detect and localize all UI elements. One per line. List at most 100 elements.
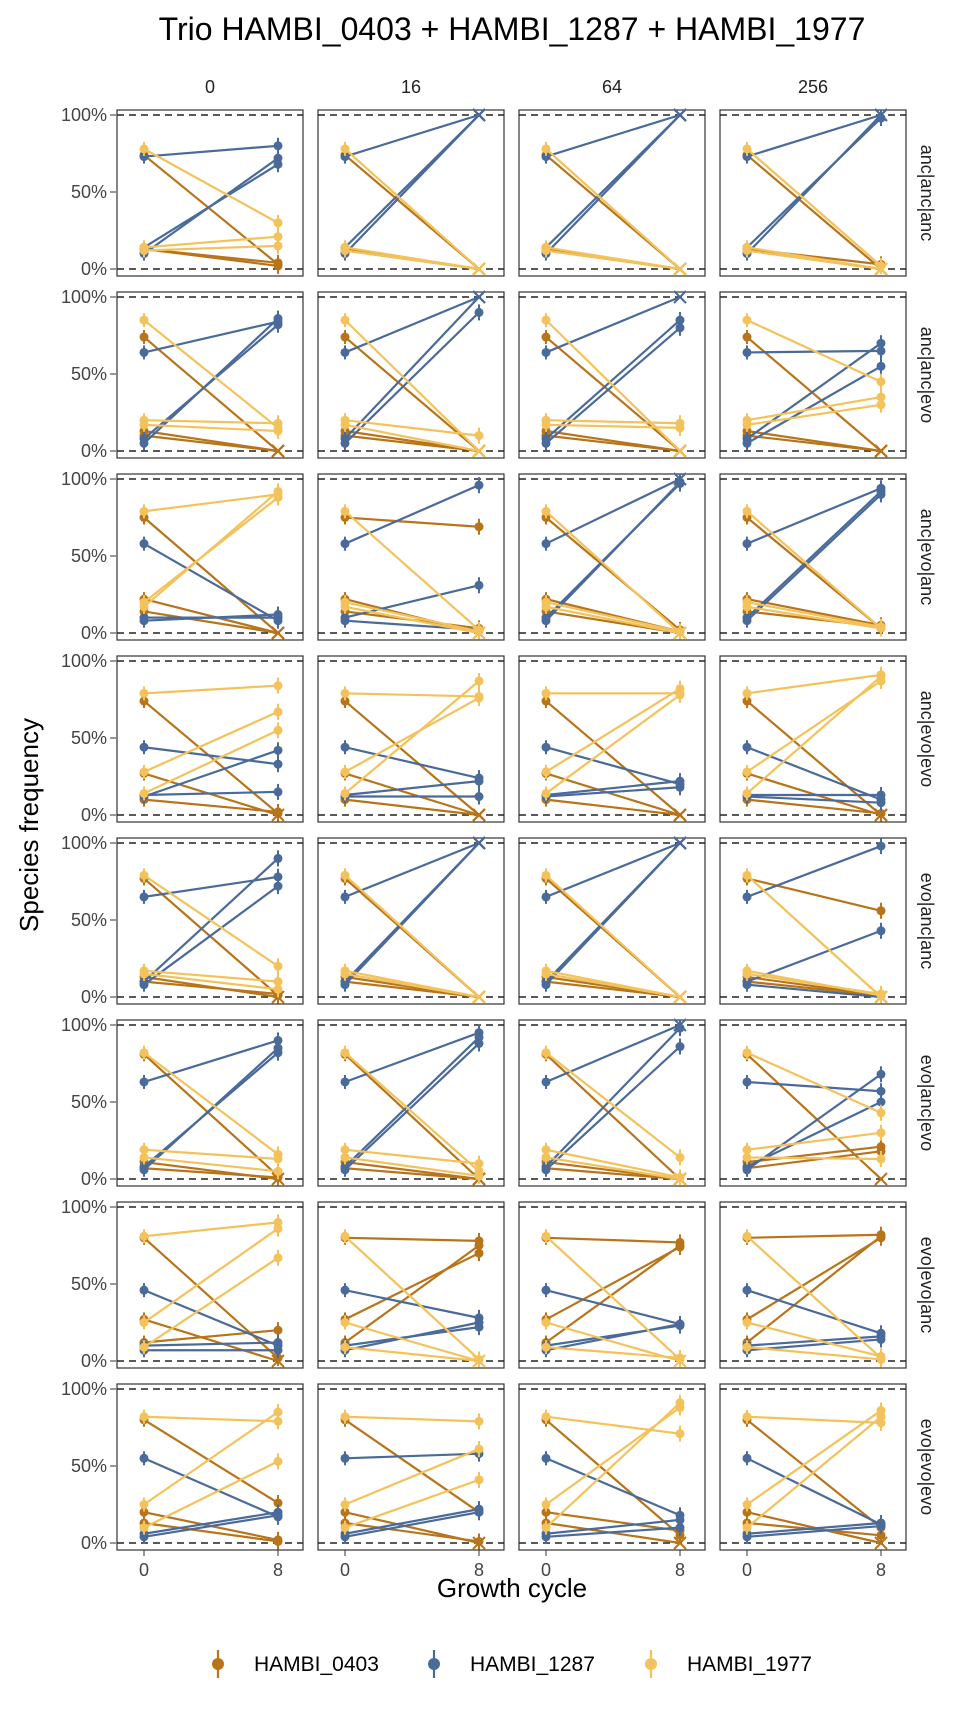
series-line <box>545 481 681 622</box>
y-tick-label: 50% <box>71 728 107 748</box>
facet-panel <box>317 290 505 459</box>
data-point <box>876 489 886 499</box>
series-line <box>143 969 279 983</box>
data-point <box>340 742 350 752</box>
data-point <box>742 602 752 612</box>
data-point <box>541 347 551 357</box>
facet-panel <box>719 473 907 641</box>
data-point <box>675 1319 685 1329</box>
data-point <box>742 1453 752 1463</box>
series-line <box>344 1508 480 1535</box>
data-point <box>742 1523 752 1533</box>
data-point <box>474 792 484 802</box>
data-point <box>742 696 752 706</box>
data-point <box>139 144 149 154</box>
data-point <box>340 767 350 777</box>
data-point <box>139 246 149 256</box>
series-line <box>344 1448 480 1506</box>
x-tick-label: 8 <box>675 1560 685 1580</box>
data-point <box>541 1412 551 1422</box>
y-tick-label: 50% <box>71 364 107 384</box>
series-line <box>545 1526 681 1538</box>
series-line <box>344 1321 480 1352</box>
data-point <box>340 1500 350 1509</box>
series-line <box>344 1235 480 1361</box>
data-point <box>742 1285 752 1295</box>
data-point <box>273 1416 283 1426</box>
series-line <box>545 1027 681 1168</box>
data-point <box>675 315 685 325</box>
series-line <box>746 1101 882 1168</box>
data-point <box>876 906 886 916</box>
data-point <box>340 347 350 357</box>
row-facet-label: anc|evo|evo <box>917 691 937 787</box>
facet-panel <box>719 1201 907 1369</box>
series-line <box>143 710 279 773</box>
series-line <box>344 1042 480 1171</box>
data-point <box>541 506 551 516</box>
data-point <box>273 426 283 436</box>
series-line <box>545 786 681 798</box>
data-point <box>675 1523 685 1533</box>
legend: HAMBI_0403 HAMBI_1287 HAMBI_1977 <box>212 1650 812 1678</box>
series-line <box>545 249 681 271</box>
data-point <box>340 788 350 798</box>
data-point <box>474 1159 484 1169</box>
legend-key-point <box>212 1658 224 1670</box>
series-line <box>143 613 279 622</box>
facet-panel <box>518 1201 706 1369</box>
series-line <box>143 1236 279 1359</box>
y-tick-label: 50% <box>71 1274 107 1294</box>
row-facet-label: anc|anc|evo <box>917 327 937 423</box>
series-line <box>746 972 882 996</box>
extinct-marker <box>673 1172 687 1186</box>
series-line <box>143 434 279 453</box>
legend-label: HAMBI_1977 <box>687 1653 812 1676</box>
data-point <box>273 725 283 735</box>
series-line <box>545 148 681 270</box>
data-point <box>876 1097 886 1107</box>
series-line <box>344 1478 480 1529</box>
series-line <box>545 510 681 634</box>
series-line <box>143 493 279 513</box>
data-point <box>139 332 149 342</box>
series-line <box>545 841 681 898</box>
y-tick-label: 0% <box>81 1351 107 1371</box>
data-point <box>139 870 149 880</box>
data-point <box>273 1407 283 1417</box>
data-point <box>541 980 551 990</box>
series-line <box>545 687 681 773</box>
series-line <box>746 1131 882 1151</box>
series-line <box>143 877 279 997</box>
data-point <box>273 241 283 251</box>
series-line <box>746 1236 882 1321</box>
facet-panel <box>518 1018 706 1187</box>
data-point <box>139 969 149 979</box>
data-point <box>139 892 149 902</box>
facet-panel <box>317 473 505 641</box>
data-point <box>273 141 283 151</box>
data-point <box>139 1152 149 1162</box>
series-line <box>143 1457 279 1518</box>
data-point <box>541 420 551 430</box>
series-line <box>545 842 681 986</box>
series-line <box>545 516 681 631</box>
extinct-marker <box>472 290 486 304</box>
data-point <box>742 892 752 902</box>
data-point <box>139 434 149 444</box>
data-point <box>340 1162 350 1172</box>
data-point <box>139 1342 149 1352</box>
series-line <box>746 1457 882 1526</box>
series-line <box>746 605 882 630</box>
data-point <box>139 420 149 430</box>
data-point <box>876 671 886 681</box>
data-point <box>876 1412 886 1422</box>
facet-panel <box>116 837 304 1005</box>
data-point <box>541 767 551 777</box>
data-point <box>541 1077 551 1087</box>
series-line <box>344 692 480 698</box>
data-point <box>273 320 283 330</box>
facet-panel <box>518 1383 706 1551</box>
series-line <box>545 1246 681 1321</box>
extinct-marker <box>874 262 888 276</box>
